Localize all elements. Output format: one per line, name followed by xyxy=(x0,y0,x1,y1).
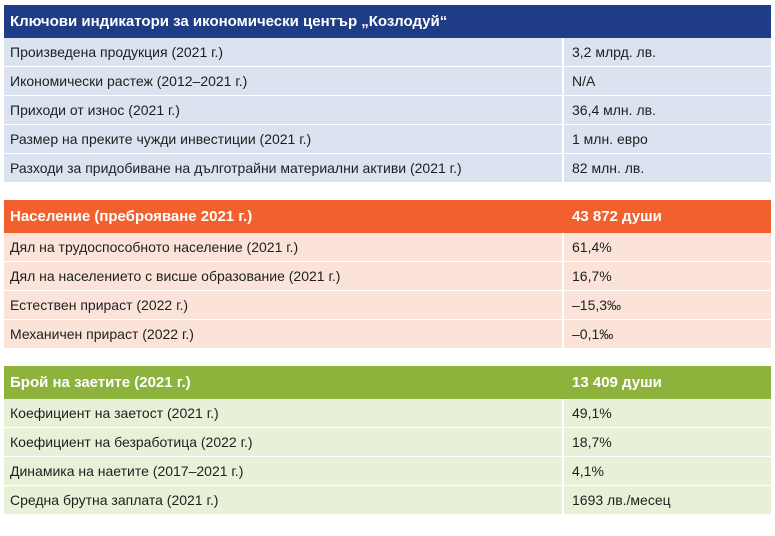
table-row: Произведена продукция (2021 г.) 3,2 млрд… xyxy=(4,38,771,67)
section-economy: Ключови индикатори за икономически центъ… xyxy=(4,5,771,183)
table-row: Коефициент на заетост (2021 г.) 49,1% xyxy=(4,399,771,428)
table-row: Размер на преките чужди инвестиции (2021… xyxy=(4,125,771,154)
table-row: Коефициент на безработица (2022 г.) 18,7… xyxy=(4,428,771,457)
row-value: 18,7% xyxy=(572,434,612,450)
row-value: 1693 лв./месец xyxy=(572,492,671,508)
row-label: Средна брутна заплата (2021 г.) xyxy=(4,486,564,514)
indicator-table: Ключови индикатори за икономически центъ… xyxy=(4,5,771,515)
row-label: Размер на преките чужди инвестиции (2021… xyxy=(4,125,564,153)
row-value: N/A xyxy=(572,73,596,89)
table-row: Икономически растеж (2012–2021 г.) N/A xyxy=(4,67,771,96)
row-label: Дял на трудоспособното население (2021 г… xyxy=(4,233,564,261)
row-value: 1 млн. евро xyxy=(572,131,648,147)
row-label: Разходи за придобиване на дълготрайни ма… xyxy=(4,154,564,182)
row-label: Произведена продукция (2021 г.) xyxy=(4,38,564,66)
table-row: Дял на населението с висше образование (… xyxy=(4,262,771,291)
row-value: 49,1% xyxy=(572,405,612,421)
section-employment: Брой на заетите (2021 г.) 13 409 души Ко… xyxy=(4,366,771,515)
section-header-economy: Ключови индикатори за икономически центъ… xyxy=(4,5,771,38)
section-total: 43 872 души xyxy=(572,208,662,225)
row-value: 36,4 млн. лв. xyxy=(572,102,656,118)
table-row: Динамика на наетите (2017–2021 г.) 4,1% xyxy=(4,457,771,486)
section-spacer xyxy=(4,349,771,366)
row-value: 82 млн. лв. xyxy=(572,160,645,176)
row-label: Коефициент на безработица (2022 г.) xyxy=(4,428,564,456)
row-value: 16,7% xyxy=(572,268,612,284)
row-label: Коефициент на заетост (2021 г.) xyxy=(4,399,564,427)
section-header-population: Население (преброяване 2021 г.) 43 872 д… xyxy=(4,200,771,233)
section-title: Брой на заетите (2021 г.) xyxy=(10,374,191,391)
row-value: 4,1% xyxy=(572,463,604,479)
table-row: Дял на трудоспособното население (2021 г… xyxy=(4,233,771,262)
row-value: –15,3‰ xyxy=(572,297,622,313)
table-row: Приходи от износ (2021 г.) 36,4 млн. лв. xyxy=(4,96,771,125)
table-row: Средна брутна заплата (2021 г.) 1693 лв.… xyxy=(4,486,771,515)
table-row: Разходи за придобиване на дълготрайни ма… xyxy=(4,154,771,183)
row-label: Приходи от износ (2021 г.) xyxy=(4,96,564,124)
row-value: 3,2 млрд. лв. xyxy=(572,44,657,60)
section-spacer xyxy=(4,183,771,200)
section-header-employment: Брой на заетите (2021 г.) 13 409 души xyxy=(4,366,771,399)
row-value: 61,4% xyxy=(572,239,612,255)
section-title: Население (преброяване 2021 г.) xyxy=(10,208,253,225)
row-label: Механичен прираст (2022 г.) xyxy=(4,320,564,348)
row-value: –0,1‰ xyxy=(572,326,614,342)
table-row: Механичен прираст (2022 г.) –0,1‰ xyxy=(4,320,771,349)
row-label: Естествен прираст (2022 г.) xyxy=(4,291,564,319)
section-population: Население (преброяване 2021 г.) 43 872 д… xyxy=(4,200,771,349)
table-row: Естествен прираст (2022 г.) –15,3‰ xyxy=(4,291,771,320)
section-title: Ключови индикатори за икономически центъ… xyxy=(10,13,448,30)
row-label: Икономически растеж (2012–2021 г.) xyxy=(4,67,564,95)
row-label: Динамика на наетите (2017–2021 г.) xyxy=(4,457,564,485)
section-total: 13 409 души xyxy=(572,374,662,391)
row-label: Дял на населението с висше образование (… xyxy=(4,262,564,290)
